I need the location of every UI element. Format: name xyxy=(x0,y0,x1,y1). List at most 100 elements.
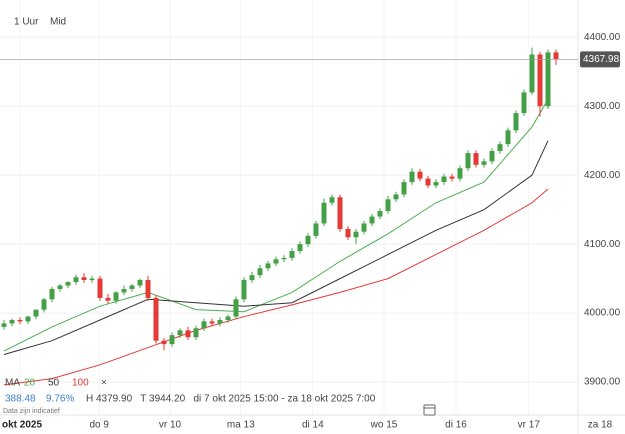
candle-body xyxy=(345,228,351,238)
x-tick-label: vr 10 xyxy=(159,420,182,431)
x-tick-label: za 18 xyxy=(588,420,613,431)
candle-body xyxy=(369,216,375,224)
candle-body xyxy=(89,278,95,280)
candle-body xyxy=(185,330,191,338)
candle-body xyxy=(521,92,527,114)
candle-body xyxy=(201,321,207,329)
legend-entry: 50 xyxy=(48,378,60,389)
grid xyxy=(0,0,578,415)
candle-body xyxy=(265,263,271,269)
candle-body xyxy=(281,257,287,260)
candle-body xyxy=(241,280,247,300)
candle-body xyxy=(57,285,63,289)
candle-body xyxy=(177,330,183,336)
last-price-label: 4367.98 xyxy=(583,54,620,65)
candle-body xyxy=(505,130,511,145)
candle-body xyxy=(529,54,535,93)
candle-body xyxy=(457,168,463,179)
x-tick-label: vr 17 xyxy=(518,420,541,431)
candle-body xyxy=(353,231,359,238)
candle-body xyxy=(385,199,391,212)
candle-body xyxy=(497,144,503,152)
candle-body xyxy=(361,223,367,232)
candle-body xyxy=(121,288,127,293)
candle-body xyxy=(49,288,55,300)
candle-body xyxy=(257,268,263,276)
candle-body xyxy=(9,320,15,324)
moving-average-line xyxy=(3,140,549,355)
candle-body xyxy=(217,320,223,324)
x-tick-label: di 14 xyxy=(302,420,324,431)
candle-body xyxy=(113,292,119,301)
candle-body xyxy=(41,299,47,310)
y-tick-label: 4000.00 xyxy=(584,308,621,319)
candle-body xyxy=(33,309,39,317)
price-type-button[interactable]: Mid xyxy=(50,17,66,28)
last-price-box xyxy=(580,51,620,68)
candle-body xyxy=(289,251,295,258)
ma-label: MA xyxy=(5,378,20,389)
candle-body xyxy=(377,211,383,217)
legend-entry: 100 xyxy=(72,378,89,389)
y-tick-label: 3900.00 xyxy=(584,377,621,388)
candle-body xyxy=(489,151,495,162)
candle-body xyxy=(545,52,551,107)
moving-average-line xyxy=(3,188,549,386)
candle-body xyxy=(553,52,559,60)
candle-body xyxy=(393,194,399,200)
candle-body xyxy=(417,171,423,179)
candle-body xyxy=(441,176,447,183)
candle-body xyxy=(225,316,231,320)
candle-body xyxy=(209,321,215,324)
candle-body xyxy=(169,335,175,345)
candle-body xyxy=(105,297,111,301)
candle-body xyxy=(233,299,239,317)
candle-body xyxy=(161,340,167,345)
calendar-icon[interactable] xyxy=(423,404,436,416)
candle-body xyxy=(425,178,431,186)
candle-body xyxy=(81,277,87,280)
candle-body xyxy=(249,275,255,280)
candle-body xyxy=(137,280,143,286)
candle-body xyxy=(321,202,327,224)
candle-body xyxy=(273,259,279,264)
x-tick-label: do 9 xyxy=(89,420,109,431)
x-tick-label: ma 13 xyxy=(227,420,255,431)
candle-body xyxy=(337,197,343,229)
candle-body xyxy=(193,328,199,338)
candle-body xyxy=(473,153,479,165)
y-tick-label: 4400.00 xyxy=(584,32,621,43)
candle-body xyxy=(329,197,335,203)
range-info: H 4379.90 T 3944.20 di 7 okt 2025 15:00 … xyxy=(86,394,376,405)
x-tick-label: okt 2025 xyxy=(2,420,42,431)
candle-body xyxy=(17,320,23,322)
y-tick-label: 4300.00 xyxy=(584,101,621,112)
candle-body xyxy=(537,54,543,107)
candle-body xyxy=(409,171,415,183)
candle-body xyxy=(449,176,455,179)
moving-average-line xyxy=(3,99,549,352)
candle-body xyxy=(97,278,103,298)
candle-body xyxy=(313,223,319,236)
candle-body xyxy=(305,235,311,245)
candle-body xyxy=(401,182,407,195)
candle-body xyxy=(145,280,151,298)
candle-body xyxy=(65,282,71,286)
legend-remove[interactable]: × xyxy=(101,378,107,389)
change-value: 388.48 xyxy=(5,394,36,405)
legend-entry: 20 xyxy=(24,378,36,389)
y-tick-label: 4100.00 xyxy=(584,239,621,250)
candle-body xyxy=(481,161,487,165)
candle-body xyxy=(433,182,439,186)
candle-body xyxy=(1,323,7,327)
candle-body xyxy=(153,297,159,341)
x-tick-label: di 16 xyxy=(445,420,467,431)
candle-body xyxy=(129,285,135,289)
candle-body xyxy=(25,316,31,322)
y-tick-label: 4200.00 xyxy=(584,170,621,181)
change-percent: 9.76% xyxy=(46,394,74,405)
timeframe-button[interactable]: 1 Uur xyxy=(14,17,39,28)
candle-body xyxy=(465,153,471,169)
candle-body xyxy=(513,113,519,131)
